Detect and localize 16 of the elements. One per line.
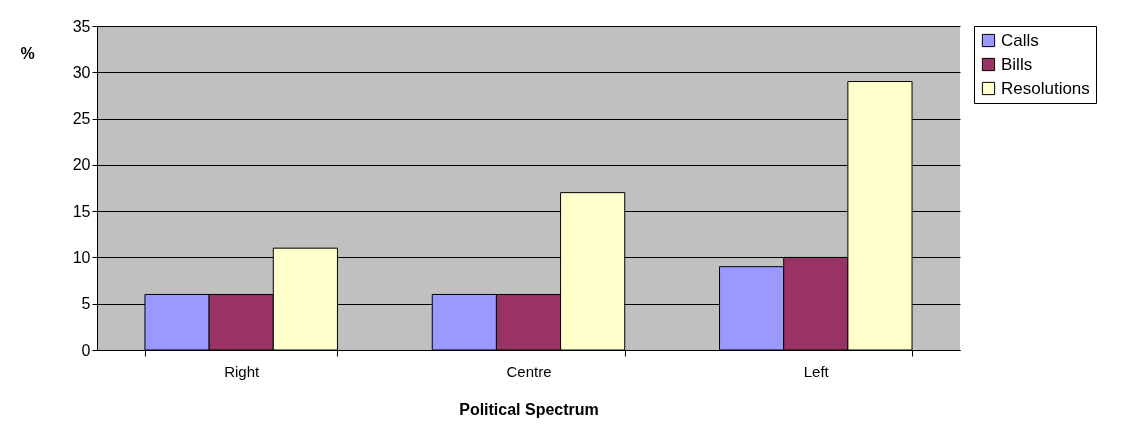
y-tick-label: 20	[72, 156, 91, 174]
y-tick-label: 10	[72, 248, 91, 266]
legend-label: Calls	[1001, 30, 1039, 50]
y-tick-label: 30	[72, 63, 91, 81]
y-tick-label: 15	[72, 202, 91, 220]
legend-label: Bills	[1001, 54, 1033, 74]
x-axis-title: Political Spectrum	[459, 400, 599, 418]
x-tick-label: Left	[803, 362, 830, 380]
y-tick-label: 0	[81, 341, 91, 359]
y-axis-title: %	[20, 44, 35, 62]
y-tick-label: 35	[72, 17, 91, 35]
legend-label: Resolutions	[1001, 78, 1090, 98]
y-tick-label: 25	[72, 110, 91, 128]
x-tick-label: Right	[224, 362, 261, 380]
y-tick-label: 5	[81, 295, 91, 313]
x-tick-label: Centre	[506, 362, 552, 380]
